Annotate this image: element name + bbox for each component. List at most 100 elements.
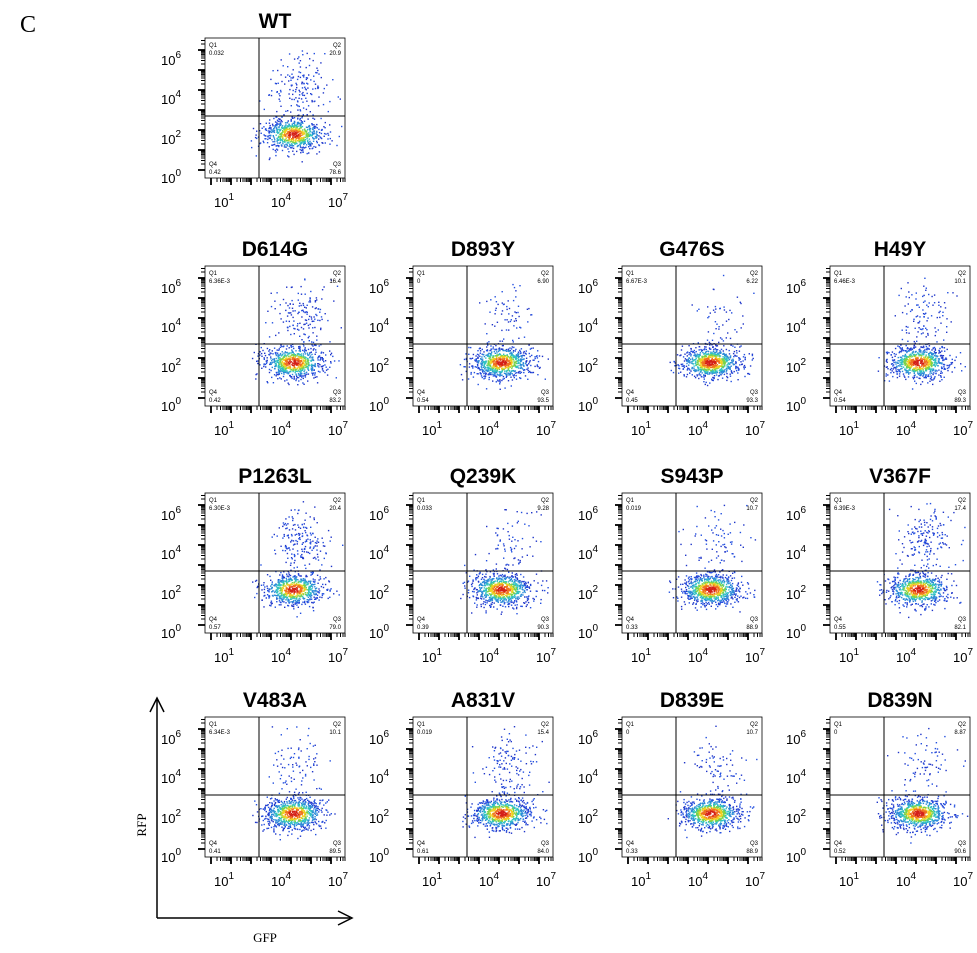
- quadrant-percent: 82.1: [954, 625, 966, 631]
- quadrant-percent: 20.9: [329, 51, 341, 57]
- quadrant-percent: 0.019: [626, 506, 642, 512]
- flow-plot: Q1 0.033 Q2 9.28 Q4 0.39 Q3 90.3 101 104 107 106 104…: [369, 492, 556, 665]
- y-tick-label: 100: [161, 623, 181, 641]
- quadrant-name: Q4: [209, 390, 218, 396]
- y-tick-label: 104: [161, 317, 181, 335]
- quadrant-name: Q2: [541, 722, 550, 728]
- x-tick-label: 104: [688, 647, 708, 665]
- x-tick-label: 101: [839, 647, 859, 665]
- x-tick-label: 104: [479, 871, 499, 889]
- y-tick-label: 100: [578, 623, 598, 641]
- x-tick-label: 101: [422, 420, 442, 438]
- y-tick-label: 100: [578, 396, 598, 414]
- quadrant-percent: 8.87: [954, 730, 966, 736]
- y-tick-label: 102: [369, 808, 389, 826]
- quadrant-percent: 10.7: [746, 506, 758, 512]
- event-dots: [876, 727, 969, 844]
- y-ticks: [615, 495, 622, 626]
- y-tick-label: 104: [578, 544, 598, 562]
- quadrant-percent: 0.42: [209, 170, 221, 176]
- panel-letter: C: [20, 12, 37, 38]
- x-tick-label: 107: [536, 647, 556, 665]
- x-tick-label: 101: [631, 420, 651, 438]
- y-tick-label: 104: [369, 544, 389, 562]
- y-tick-label: 104: [786, 768, 806, 786]
- flow-plot: Q1 6.67E-3 Q2 6.22 Q4 0.45 Q3 93.3 101 104 107 106 1…: [578, 265, 765, 438]
- y-tick-label: 106: [161, 278, 181, 296]
- x-tick-label: 107: [536, 420, 556, 438]
- quadrant-percent: 88.9: [746, 625, 758, 631]
- quadrant-percent: 93.3: [746, 398, 758, 404]
- quadrant-percent: 0.39: [417, 625, 429, 631]
- x-ticks: [418, 633, 554, 640]
- x-ticks: [627, 633, 763, 640]
- quadrant-percent: 0: [417, 279, 421, 285]
- flow-plot: Q1 6.36E-3 Q2 16.4 Q4 0.42 Q3 83.2 101 104 107 106 1…: [161, 265, 348, 438]
- y-tick-label: 102: [161, 129, 181, 147]
- flow-plot-panel: S943P Q1 0.019 Q2 10.7 Q4 0.33 Q3 88.9 101 104 107 1…: [567, 465, 777, 690]
- x-tick-label: 107: [536, 871, 556, 889]
- y-tick-label: 100: [786, 396, 806, 414]
- quadrant-percent: 79.0: [329, 625, 341, 631]
- quadrant-percent: 89.5: [329, 849, 341, 855]
- event-dots: [462, 726, 550, 839]
- y-tick-label: 106: [161, 50, 181, 68]
- quadrant-percent: 0.55: [834, 625, 846, 631]
- quadrant-name: Q4: [626, 617, 635, 623]
- x-ticks: [418, 406, 554, 413]
- y-tick-label: 106: [161, 505, 181, 523]
- plot-frame: [204, 492, 346, 634]
- y-ticks: [406, 719, 413, 850]
- quadrant-name: Q3: [541, 617, 550, 623]
- x-tick-label: 104: [271, 647, 291, 665]
- quadrant-name: Q1: [626, 498, 635, 504]
- quadrant-name: Q3: [333, 390, 342, 396]
- y-tick-label: 106: [369, 505, 389, 523]
- quadrant-percent: 0.54: [417, 398, 429, 404]
- quadrant-percent: 90.3: [537, 625, 549, 631]
- quadrant-name: Q3: [333, 162, 342, 168]
- y-ticks: [198, 495, 205, 626]
- quadrant-percent: 0.033: [417, 506, 433, 512]
- quadrant-percent: 6.36E-3: [209, 279, 231, 285]
- flow-plot-panel: P1263L Q1 6.30E-3 Q2 20.4 Q4 0.57 Q3 79.0 101 104 1…: [150, 465, 360, 690]
- event-dots: [877, 277, 966, 390]
- plot-title: G476S: [659, 238, 725, 261]
- x-tick-label: 107: [328, 871, 348, 889]
- quadrant-percent: 0.52: [834, 849, 846, 855]
- x-tick-label: 107: [745, 647, 765, 665]
- quadrant-name: Q3: [958, 617, 967, 623]
- x-ticks: [627, 406, 763, 413]
- quadrant-percent: 9.28: [537, 506, 549, 512]
- y-ticks: [823, 719, 830, 850]
- x-tick-label: 104: [271, 420, 291, 438]
- y-tick-label: 106: [369, 278, 389, 296]
- quadrant-percent: 6.67E-3: [626, 279, 648, 285]
- y-tick-label: 104: [369, 768, 389, 786]
- quadrant-percent: 10.7: [746, 730, 758, 736]
- plot-title: D839N: [867, 689, 933, 712]
- flow-plot: Q1 6.30E-3 Q2 20.4 Q4 0.57 Q3 79.0 101 104 107 106 1…: [161, 492, 348, 665]
- quadrant-percent: 6.46E-3: [834, 279, 856, 285]
- y-tick-label: 102: [161, 357, 181, 375]
- quadrant-name: Q1: [209, 722, 218, 728]
- quadrant-name: Q3: [958, 390, 967, 396]
- quadrant-name: Q1: [417, 722, 426, 728]
- x-tick-label: 104: [479, 647, 499, 665]
- y-tick-label: 106: [161, 729, 181, 747]
- event-dots: [459, 283, 549, 390]
- x-tick-label: 104: [271, 871, 291, 889]
- quadrant-percent: 6.34E-3: [209, 730, 231, 736]
- y-ticks: [198, 719, 205, 850]
- x-tick-label: 107: [953, 871, 973, 889]
- y-tick-label: 102: [161, 808, 181, 826]
- y-tick-label: 100: [369, 847, 389, 865]
- y-tick-label: 104: [161, 768, 181, 786]
- quadrant-percent: 6.90: [537, 279, 549, 285]
- flow-plot: Q1 0 Q2 8.87 Q4 0.52 Q3 90.6 101 104 107 106 104 102 1…: [786, 716, 973, 889]
- plot-title: V483A: [242, 689, 308, 712]
- y-tick-label: 106: [578, 729, 598, 747]
- plot-title: Q239K: [449, 465, 517, 488]
- x-tick-label: 107: [953, 647, 973, 665]
- quadrant-percent: 17.4: [954, 506, 966, 512]
